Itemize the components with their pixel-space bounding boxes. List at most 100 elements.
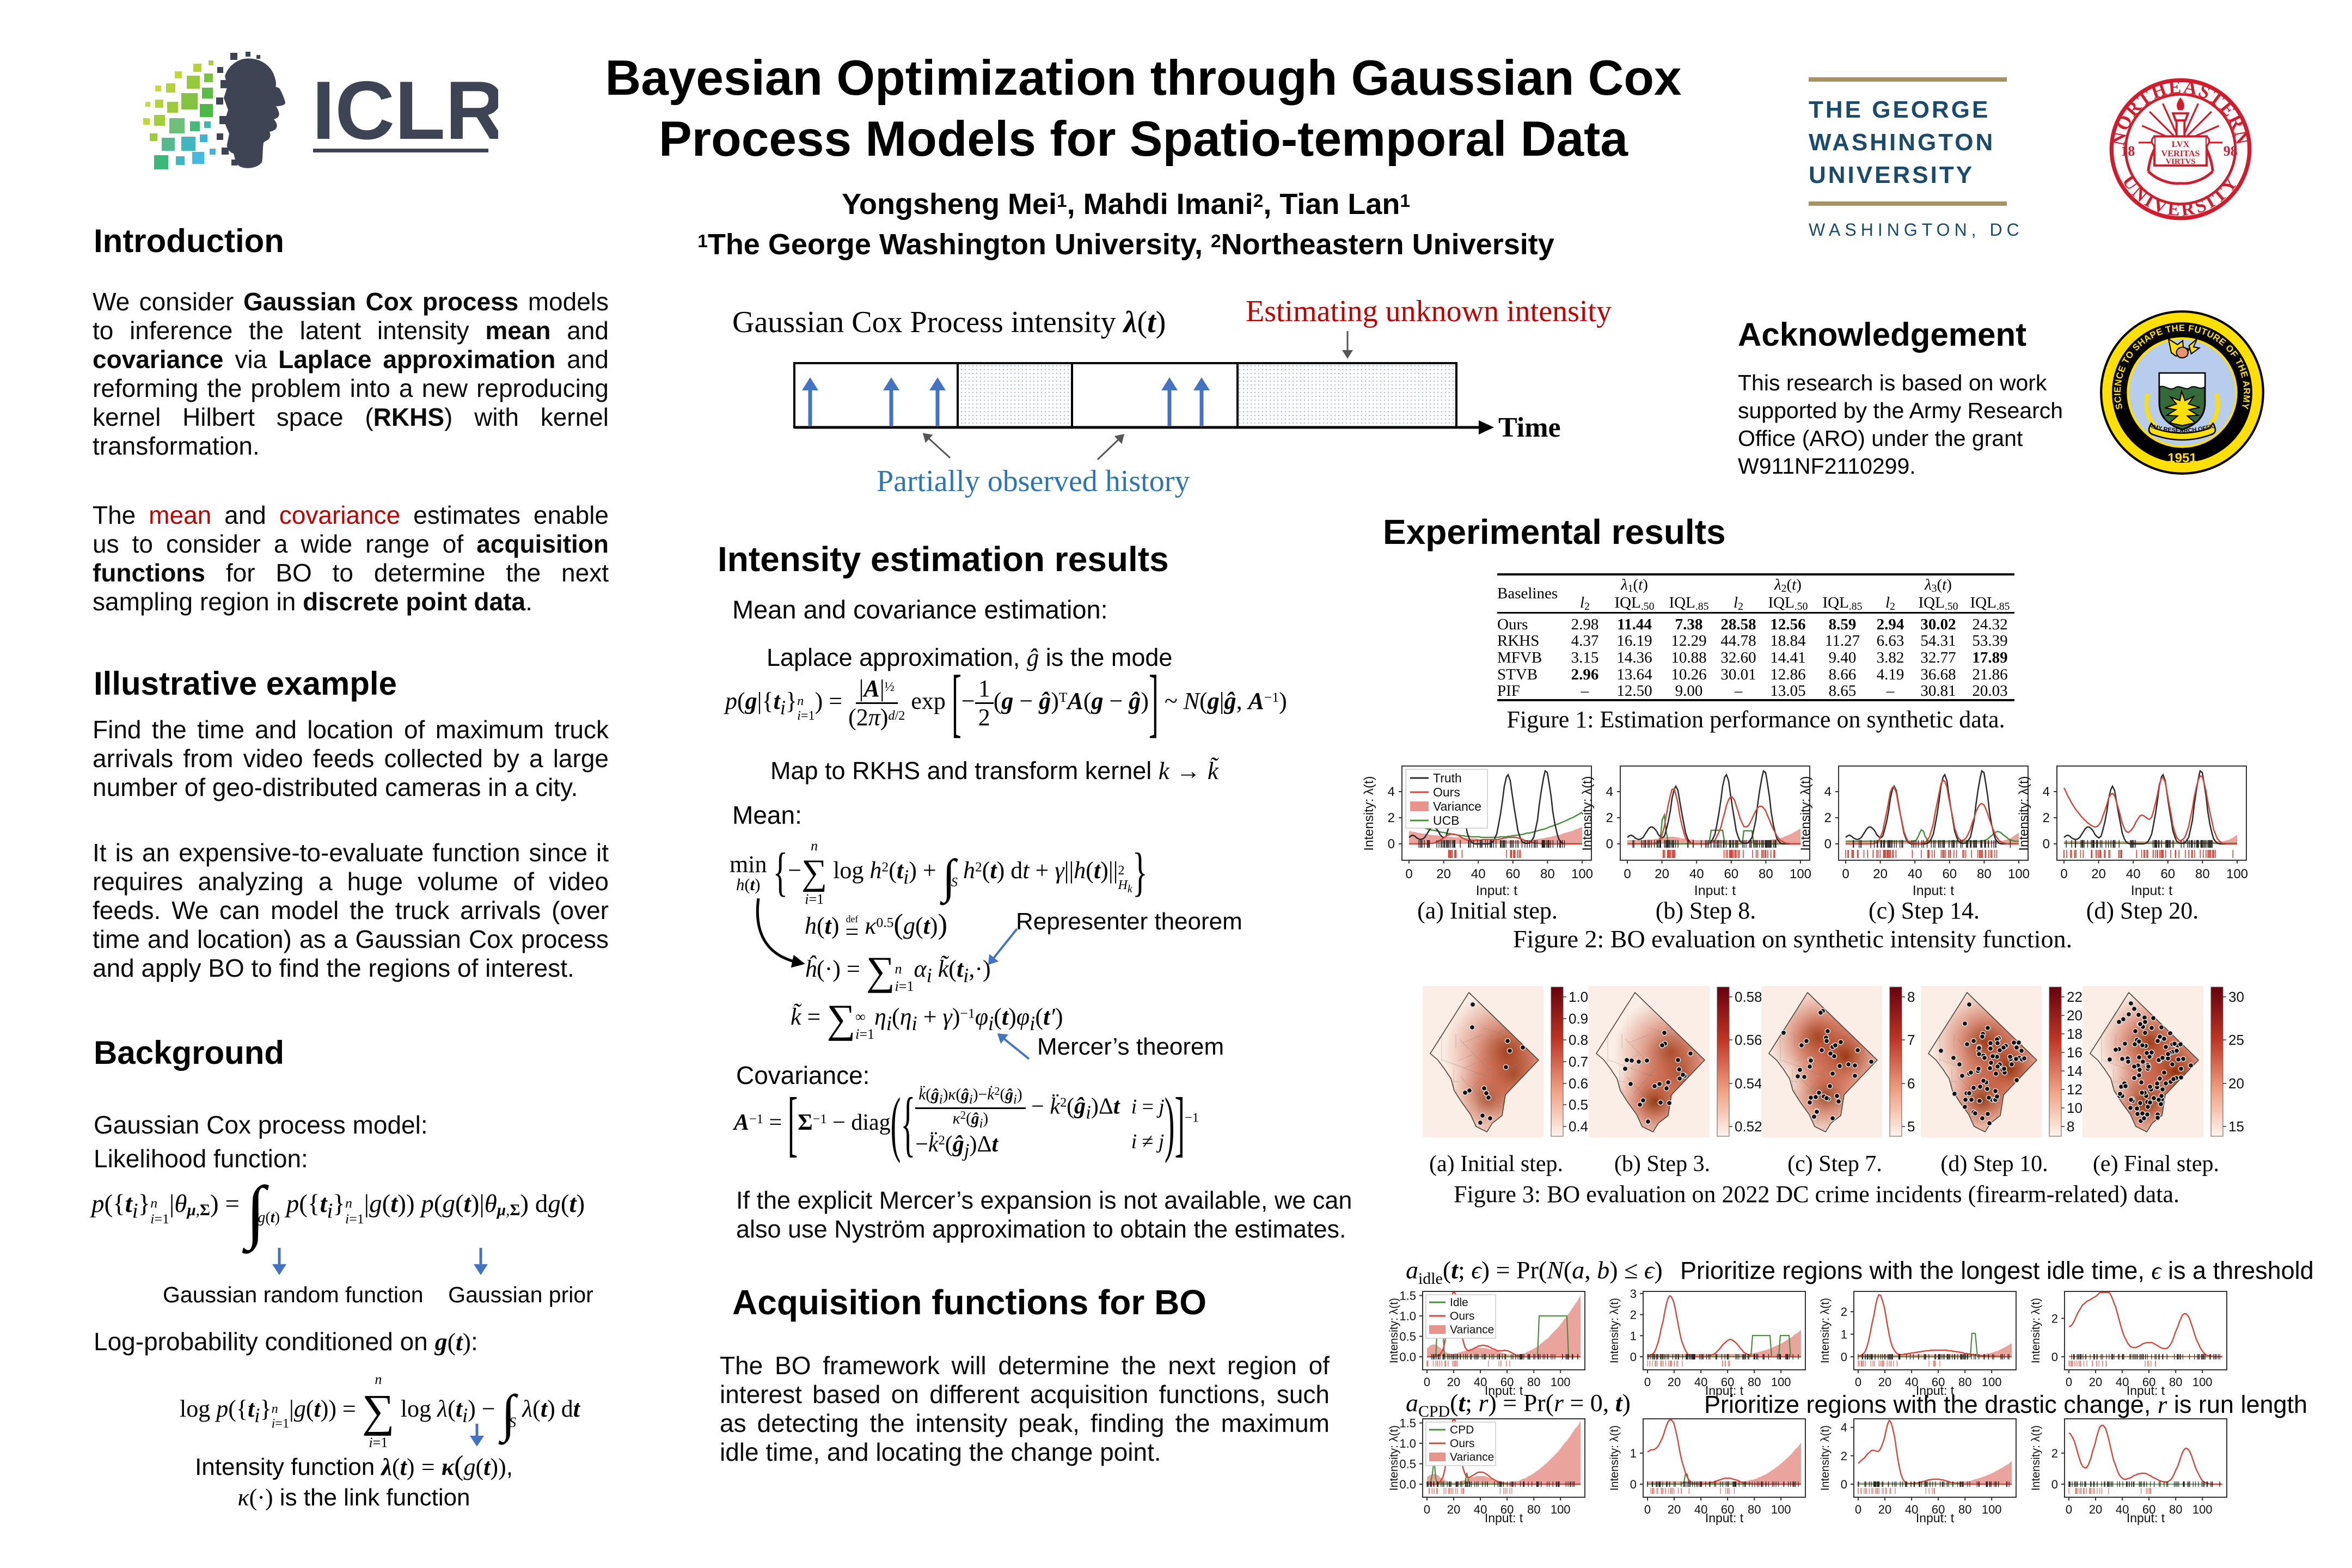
svg-text:4: 4 xyxy=(1824,785,1832,799)
svg-text:Input: t: Input: t xyxy=(2127,1383,2165,1398)
svg-text:2: 2 xyxy=(2051,1447,2058,1460)
svg-text:40: 40 xyxy=(1905,1503,1918,1516)
svg-text:2: 2 xyxy=(1841,1449,1847,1463)
svg-text:Intensity: λ(t): Intensity: λ(t) xyxy=(1389,1425,1400,1491)
svg-text:80: 80 xyxy=(1759,867,1773,881)
svg-text:Input: t: Input: t xyxy=(1916,1511,1955,1525)
svg-text:Input: t: Input: t xyxy=(1705,1383,1744,1398)
svg-text:20: 20 xyxy=(1668,1375,1681,1389)
svg-text:4: 4 xyxy=(2043,785,2050,799)
svg-text:80: 80 xyxy=(1540,867,1555,881)
svg-text:100: 100 xyxy=(1982,1503,2002,1516)
svg-text:0: 0 xyxy=(1424,1375,1430,1389)
svg-text:Variance: Variance xyxy=(1433,799,1481,813)
svg-text:5: 5 xyxy=(1907,1118,1915,1135)
svg-text:20: 20 xyxy=(2089,1503,2102,1516)
svg-text:1: 1 xyxy=(1630,1447,1637,1460)
svg-text:0.7: 0.7 xyxy=(1569,1054,1588,1070)
svg-text:0: 0 xyxy=(1824,837,1832,852)
svg-text:LVX: LVX xyxy=(2172,139,2190,149)
svg-text:2: 2 xyxy=(1841,1305,1847,1319)
svg-text:0: 0 xyxy=(1630,1350,1637,1364)
svg-text:0.8: 0.8 xyxy=(1569,1032,1588,1048)
svg-text:0: 0 xyxy=(1855,1375,1861,1389)
svg-text:Idle: Idle xyxy=(1450,1296,1468,1309)
svg-text:40: 40 xyxy=(1474,1503,1487,1516)
svg-text:20: 20 xyxy=(1878,1503,1891,1516)
svg-text:0: 0 xyxy=(1630,1478,1637,1491)
svg-text:98: 98 xyxy=(2224,143,2238,159)
svg-text:60: 60 xyxy=(2142,1503,2155,1516)
svg-text:3: 3 xyxy=(1630,1288,1637,1301)
svg-text:7: 7 xyxy=(1907,1032,1915,1048)
svg-text:0: 0 xyxy=(1624,867,1631,881)
svg-text:4: 4 xyxy=(1606,785,1613,799)
svg-text:0.54: 0.54 xyxy=(1735,1075,1762,1092)
svg-text:20: 20 xyxy=(2091,867,2106,881)
svg-text:0: 0 xyxy=(1388,837,1395,852)
svg-text:14: 14 xyxy=(2067,1063,2082,1079)
svg-text:22: 22 xyxy=(2067,989,2082,1005)
svg-text:Intensity: λ(t): Intensity: λ(t) xyxy=(1362,776,1376,850)
svg-text:80: 80 xyxy=(1748,1503,1761,1516)
svg-text:4: 4 xyxy=(1841,1421,1847,1435)
svg-text:100: 100 xyxy=(1551,1503,1571,1516)
svg-text:60: 60 xyxy=(1500,1375,1514,1389)
svg-text:Ours: Ours xyxy=(1450,1437,1475,1450)
svg-text:Intensity: λ(t): Intensity: λ(t) xyxy=(1580,776,1595,850)
svg-text:0: 0 xyxy=(1855,1503,1861,1516)
svg-text:2: 2 xyxy=(1606,811,1613,825)
svg-text:Intensity: λ(t): Intensity: λ(t) xyxy=(1609,1425,1621,1491)
svg-text:80: 80 xyxy=(2195,867,2210,881)
svg-text:UCB: UCB xyxy=(1433,813,1460,828)
svg-text:0: 0 xyxy=(2051,1478,2058,1491)
svg-text:18: 18 xyxy=(2121,143,2135,159)
svg-text:Variance: Variance xyxy=(1450,1324,1494,1336)
svg-text:80: 80 xyxy=(2169,1503,2182,1516)
svg-text:Intensity: λ(t): Intensity: λ(t) xyxy=(2031,1425,2042,1491)
svg-text:2: 2 xyxy=(1824,811,1832,825)
svg-text:20: 20 xyxy=(2228,1075,2244,1092)
svg-text:100: 100 xyxy=(2192,1375,2213,1389)
svg-text:Intensity: λ(t): Intensity: λ(t) xyxy=(1798,776,1813,850)
svg-text:80: 80 xyxy=(1527,1375,1540,1389)
svg-text:0: 0 xyxy=(2060,867,2067,881)
svg-text:Ours: Ours xyxy=(1450,1310,1475,1322)
svg-text:100: 100 xyxy=(2008,867,2030,881)
svg-text:40: 40 xyxy=(1689,867,1704,881)
svg-text:80: 80 xyxy=(1958,1503,1971,1516)
svg-text:0: 0 xyxy=(1644,1375,1651,1389)
svg-text:0.5: 0.5 xyxy=(1399,1330,1416,1344)
svg-text:0.56: 0.56 xyxy=(1735,1032,1762,1048)
svg-text:Partially observed history: Partially observed history xyxy=(877,464,1190,498)
svg-text:20: 20 xyxy=(1447,1503,1460,1516)
svg-text:40: 40 xyxy=(1474,1375,1487,1389)
svg-text:40: 40 xyxy=(1905,1375,1918,1389)
svg-text:18: 18 xyxy=(2067,1026,2082,1042)
svg-text:12: 12 xyxy=(2067,1081,2082,1098)
svg-text:1: 1 xyxy=(1630,1329,1637,1343)
svg-text:15: 15 xyxy=(2228,1118,2244,1135)
svg-text:80: 80 xyxy=(2169,1375,2182,1389)
svg-text:0.9: 0.9 xyxy=(1569,1010,1588,1027)
svg-text:40: 40 xyxy=(1694,1375,1707,1389)
svg-text:1.0: 1.0 xyxy=(1399,1437,1416,1450)
svg-text:20: 20 xyxy=(1878,1375,1891,1389)
svg-text:Ours: Ours xyxy=(1433,785,1460,799)
svg-text:Truth: Truth xyxy=(1433,771,1462,785)
svg-text:60: 60 xyxy=(1724,867,1738,881)
svg-text:20: 20 xyxy=(1873,867,1888,881)
svg-text:6: 6 xyxy=(1907,1075,1915,1092)
svg-text:20: 20 xyxy=(1655,867,1669,881)
svg-text:0.5: 0.5 xyxy=(1399,1457,1416,1471)
svg-text:25: 25 xyxy=(2228,1032,2244,1048)
svg-text:60: 60 xyxy=(1721,1503,1734,1516)
svg-text:0.52: 0.52 xyxy=(1735,1118,1762,1135)
svg-text:Input: t: Input: t xyxy=(1705,1511,1744,1525)
svg-text:Intensity: λ(t): Intensity: λ(t) xyxy=(1820,1298,1832,1363)
svg-text:VIRTVS: VIRTVS xyxy=(2166,157,2196,166)
svg-text:0: 0 xyxy=(1644,1503,1651,1516)
svg-text:Intensity: λ(t): Intensity: λ(t) xyxy=(2031,1298,2042,1363)
svg-text:40: 40 xyxy=(2126,867,2141,881)
svg-text:1: 1 xyxy=(1841,1328,1847,1342)
